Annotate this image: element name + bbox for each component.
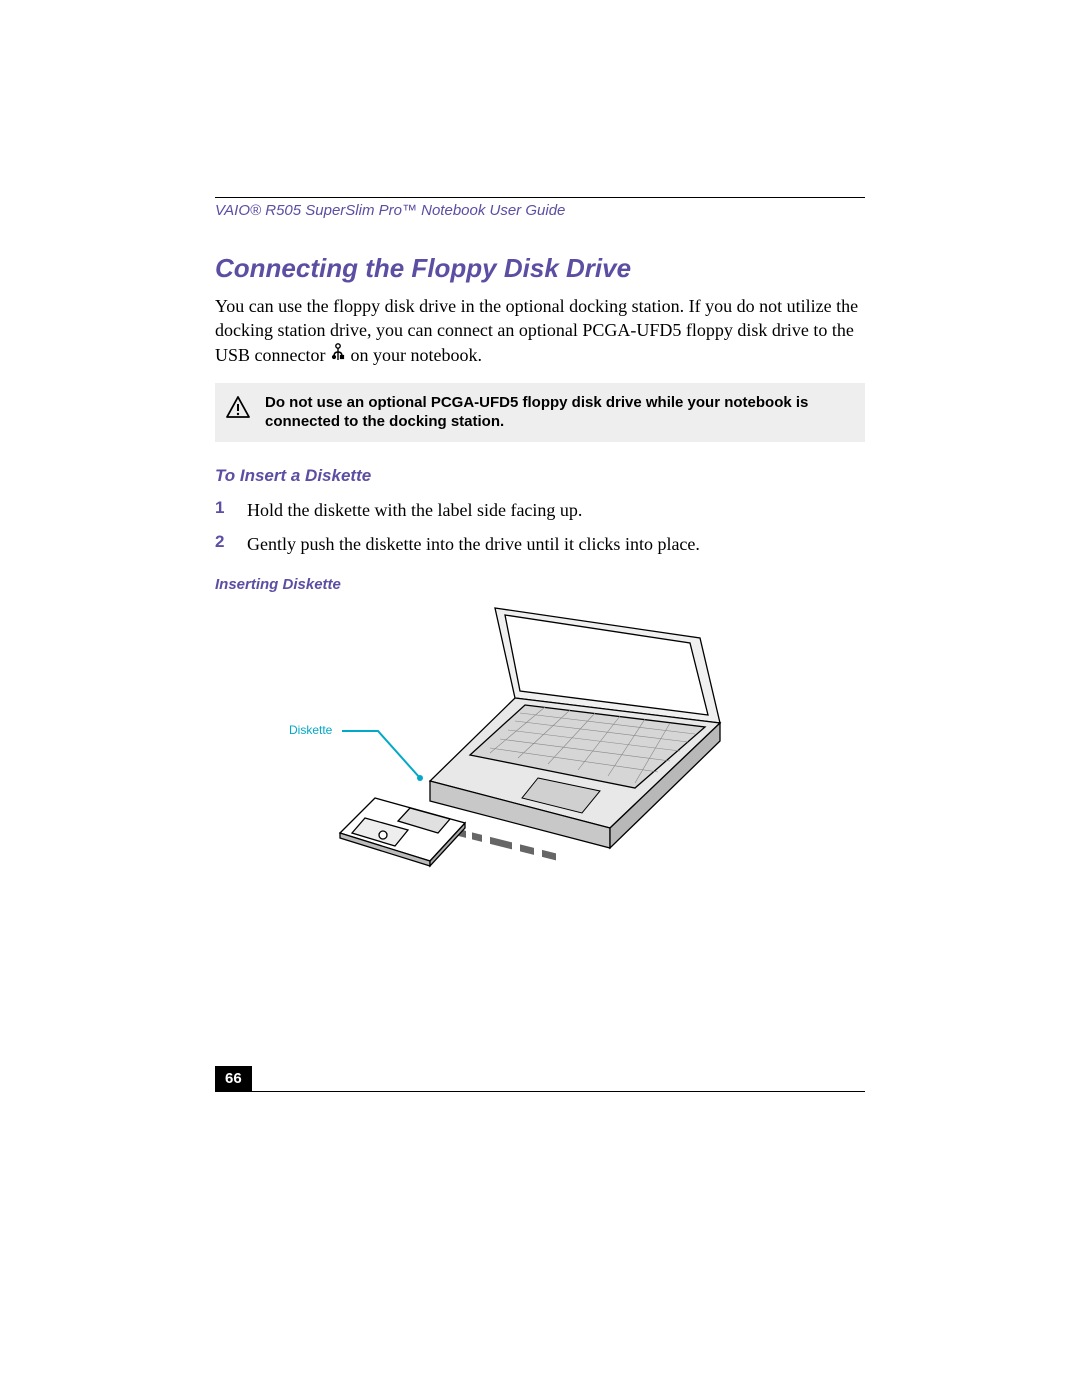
step-list: 1 Hold the diskette with the label side … bbox=[215, 498, 865, 557]
step-text: Gently push the diskette into the drive … bbox=[247, 532, 700, 556]
warning-box: Do not use an optional PCGA-UFD5 floppy … bbox=[215, 383, 865, 442]
footer-rule bbox=[215, 1091, 865, 1092]
usb-icon bbox=[330, 343, 346, 369]
step-number: 1 bbox=[215, 498, 229, 522]
insert-subheading: To Insert a Diskette bbox=[215, 466, 865, 486]
warning-text: Do not use an optional PCGA-UFD5 floppy … bbox=[265, 393, 851, 432]
figure-area: Diskette bbox=[215, 603, 865, 883]
header-rule bbox=[215, 197, 865, 198]
warning-icon bbox=[225, 395, 251, 424]
step-text: Hold the diskette with the label side fa… bbox=[247, 498, 582, 522]
step-item: 1 Hold the diskette with the label side … bbox=[215, 498, 865, 522]
step-item: 2 Gently push the diskette into the driv… bbox=[215, 532, 865, 556]
page-footer: 66 bbox=[215, 1066, 865, 1092]
section-body: You can use the floppy disk drive in the… bbox=[215, 294, 865, 369]
figure-caption: Inserting Diskette bbox=[215, 576, 865, 593]
body-text-2: on your notebook. bbox=[350, 345, 481, 365]
guide-title: VAIO® R505 SuperSlim Pro™ Notebook User … bbox=[215, 202, 865, 219]
page-number: 66 bbox=[215, 1066, 252, 1091]
step-number: 2 bbox=[215, 532, 229, 556]
section-heading: Connecting the Floppy Disk Drive bbox=[215, 253, 865, 284]
body-text-1: You can use the floppy disk drive in the… bbox=[215, 296, 858, 365]
laptop-illustration bbox=[290, 603, 760, 883]
